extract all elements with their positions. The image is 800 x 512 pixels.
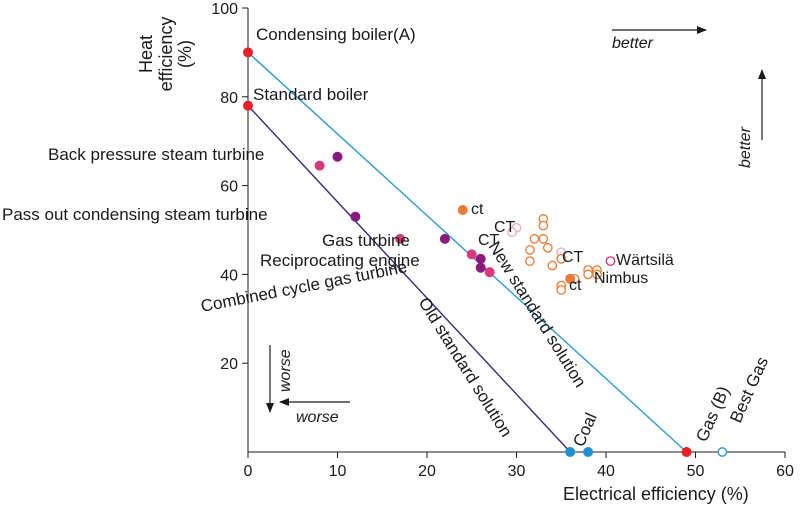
label-back-pressure: Back pressure steam turbine <box>48 145 264 164</box>
x-tick-label: 20 <box>418 463 436 480</box>
label-reciprocating: Reciprocating engine <box>260 251 420 270</box>
open-data-point <box>717 447 728 457</box>
y-axis-title-line-3: (%) <box>175 40 195 68</box>
x-tick-label: 0 <box>244 463 253 480</box>
label-better-x: better <box>612 35 654 52</box>
x-tick-label: 50 <box>687 463 705 480</box>
y-tick-label: 20 <box>220 356 238 373</box>
label-nimbus: Nimbus <box>594 270 648 287</box>
open-data-point <box>583 269 593 280</box>
open-data-point <box>538 220 549 231</box>
label-gas-turbine: Gas turbine <box>322 231 410 250</box>
filled-data-point <box>484 267 495 278</box>
filled-data-point <box>475 253 486 264</box>
filled-data-point <box>243 100 253 111</box>
filled-data-point <box>332 151 343 162</box>
open-data-point <box>542 242 553 253</box>
label-coal: Coal <box>569 410 601 450</box>
x-axis-title: Electrical efficiency (%) <box>563 484 749 504</box>
data-points <box>243 47 728 457</box>
label-pass-out: Pass out condensing steam turbine <box>2 205 268 224</box>
open-data-point <box>547 260 558 271</box>
filled-data-point <box>243 47 253 58</box>
label-best-gas: Best Gas <box>726 354 772 426</box>
open-data-point <box>592 269 602 280</box>
y-tick-label: 100 <box>211 1 238 18</box>
open-data-point <box>525 245 535 255</box>
open-data-point <box>556 254 567 264</box>
filled-data-point <box>466 249 477 260</box>
open-data-point <box>538 234 549 244</box>
label-ct-upper: CT <box>494 219 516 236</box>
x-tick-label: 40 <box>597 463 615 480</box>
axis-ticks: 0 10 20 30 40 50 60 20 40 60 80 100 <box>211 1 794 480</box>
y-axis-title-line-2: efficiency <box>156 17 176 92</box>
label-ct-mid: CT <box>478 232 500 249</box>
filled-data-point <box>565 447 576 457</box>
open-data-point <box>529 234 540 244</box>
reference-line <box>247 105 571 453</box>
filled-data-point <box>681 447 692 457</box>
filled-data-point <box>475 262 486 273</box>
filled-data-point <box>350 211 361 222</box>
open-data-point <box>525 256 535 266</box>
y-axis-title-line-1: Heat <box>136 35 156 73</box>
label-worse-y: worse <box>277 349 294 392</box>
filled-data-point <box>565 273 576 284</box>
filled-data-point <box>583 447 594 457</box>
label-worse-x: worse <box>296 409 339 426</box>
filled-data-point <box>395 233 406 244</box>
y-tick-label: 80 <box>220 90 238 107</box>
label-standard-boiler: Standard boiler <box>253 85 369 104</box>
label-wartsila: Wärtsilä <box>616 252 674 269</box>
label-ct-orange: ct <box>471 201 484 218</box>
y-tick-label: 40 <box>220 267 238 284</box>
x-tick-label: 30 <box>508 463 526 480</box>
open-data-point <box>605 256 616 266</box>
label-ct-right: CT <box>562 249 584 266</box>
x-tick-label: 10 <box>329 463 347 480</box>
filled-data-point <box>439 233 450 244</box>
filled-data-point <box>457 205 468 216</box>
filled-data-point <box>314 160 325 171</box>
label-ct-lower: ct <box>569 277 582 294</box>
open-data-point <box>507 227 517 238</box>
label-better-y: better <box>737 126 754 168</box>
label-old-standard: Old standard solution <box>415 294 516 440</box>
open-data-point <box>556 285 567 295</box>
label-condensing-boiler: Condensing boiler(A) <box>256 25 416 44</box>
y-tick-label: 60 <box>220 179 238 196</box>
x-tick-label: 60 <box>776 463 794 480</box>
